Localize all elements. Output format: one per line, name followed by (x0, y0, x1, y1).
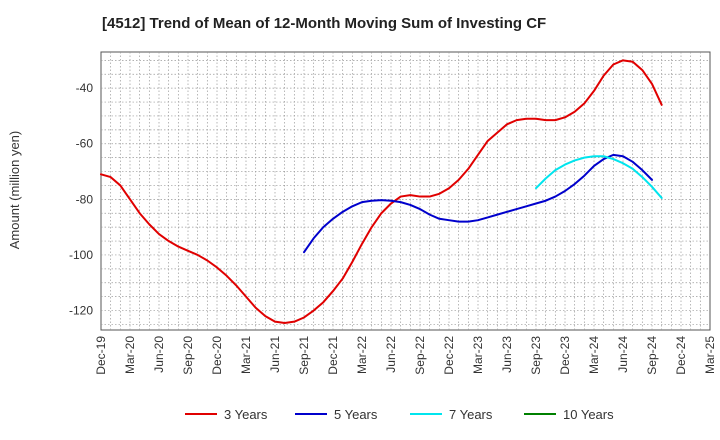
x-tick-label: Dec-19 (94, 336, 108, 375)
x-tick-label: Mar-23 (471, 336, 485, 374)
x-tick-label: Mar-21 (239, 336, 253, 374)
x-tick-label: Mar-24 (587, 336, 601, 374)
x-tick-label: Jun-24 (616, 336, 630, 373)
x-tick-label: Sep-20 (181, 336, 195, 375)
x-tick-label: Jun-20 (152, 336, 166, 373)
x-tick-label: Dec-20 (210, 336, 224, 375)
x-tick-label: Dec-21 (326, 336, 340, 375)
x-tick-label: Sep-23 (529, 336, 543, 375)
series-line-7-years (535, 155, 663, 199)
legend-label-5-years: 5 Years (334, 407, 378, 422)
x-axis-ticks: Dec-19 Mar-20 Jun-20 Sep-20 Dec-20 Mar-21 Jun-… (94, 336, 717, 375)
x-tick-label: Dec-23 (558, 336, 572, 375)
plot-area (100, 51, 711, 331)
x-tick-label: Jun-23 (500, 336, 514, 373)
y-tick-label: -40 (76, 81, 94, 95)
x-tick-label: Dec-22 (442, 336, 456, 375)
x-tick-label: Dec-24 (674, 336, 688, 375)
y-tick-label: -100 (69, 248, 93, 262)
legend-label-10-years: 10 Years (563, 407, 614, 422)
series-lines (100, 59, 663, 325)
legend-label-7-years: 7 Years (449, 407, 493, 422)
x-tick-label: Mar-25 (703, 336, 717, 374)
y-axis-ticks: -40 -60 -80 -100 -120 (69, 81, 93, 317)
legend-label-3-years: 3 Years (224, 407, 268, 422)
chart-title: [4512] Trend of Mean of 12-Month Moving … (102, 15, 546, 32)
x-tick-label: Sep-21 (297, 336, 311, 375)
y-tick-label: -80 (76, 192, 94, 206)
plot-frame (100, 51, 711, 331)
x-tick-label: Mar-22 (355, 336, 369, 374)
y-tick-label: -60 (76, 137, 94, 151)
series-line-5-years (303, 153, 653, 254)
series-line-3-years (100, 59, 663, 325)
legend: 3 Years 5 Years 7 Years 10 Years (185, 407, 614, 422)
x-tick-label: Jun-22 (384, 336, 398, 373)
x-tick-label: Jun-21 (268, 336, 282, 373)
gridlines (101, 52, 710, 330)
x-tick-label: Mar-20 (123, 336, 137, 374)
x-tick-label: Sep-24 (645, 336, 659, 375)
y-tick-label: -120 (69, 304, 93, 318)
y-axis-label: Amount (million yen) (7, 131, 22, 250)
x-tick-label: Sep-22 (413, 336, 427, 375)
